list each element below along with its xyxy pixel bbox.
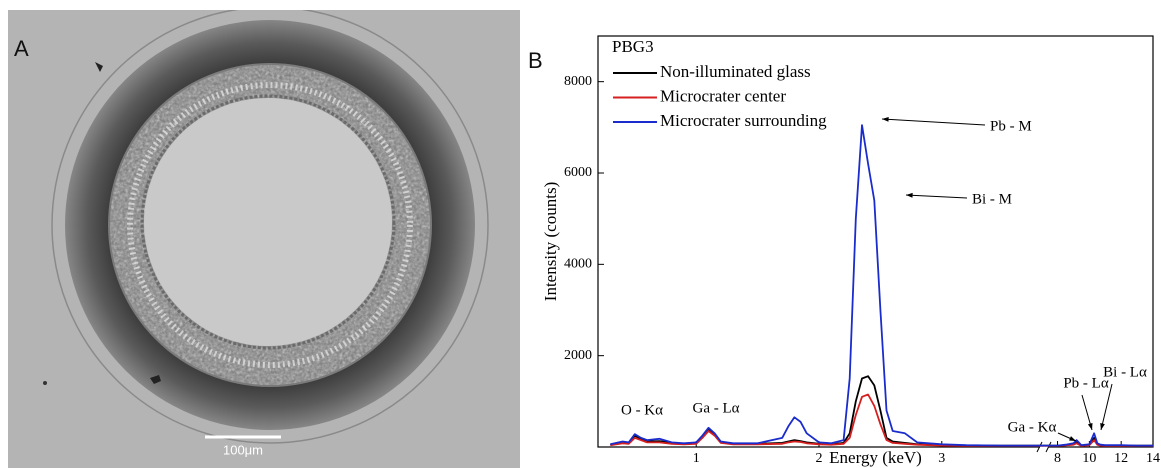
x-tick-label: 14	[1146, 451, 1160, 466]
y-tick-label: 4000	[564, 257, 592, 272]
x-tick-label: 1	[693, 451, 700, 466]
y-tick-label: 6000	[564, 165, 592, 180]
axis-break	[1036, 441, 1043, 453]
y-tick-label: 8000	[564, 74, 592, 89]
series-line	[610, 393, 1153, 447]
annotation: Bi - Lα	[1103, 364, 1147, 380]
x-tick-label: 2	[816, 451, 823, 466]
annotation: Pb - M	[990, 118, 1032, 134]
annotation-arrow	[881, 118, 986, 126]
annotation: Ga - Kα	[1008, 419, 1057, 435]
annotation-arrowhead	[1087, 423, 1093, 430]
x-tick-label: 12	[1114, 451, 1128, 466]
annotation-arrowhead	[1100, 423, 1105, 430]
annotation-arrow	[1100, 383, 1113, 431]
annotation-arrowhead	[906, 192, 913, 198]
x-tick-label: 3	[938, 451, 945, 466]
panel-label: B	[528, 48, 543, 73]
legend-title: PBG3	[612, 37, 654, 56]
y-tick-label: 2000	[564, 348, 592, 363]
micrograph	[8, 10, 520, 468]
legend-label: Microcrater center	[660, 86, 786, 105]
axis-break	[1045, 441, 1052, 453]
annotation: Bi - M	[972, 191, 1012, 207]
x-axis-label: Energy (keV)	[829, 448, 922, 467]
y-axis-label: Intensity (counts)	[541, 182, 560, 301]
legend-label: Non-illuminated glass	[660, 62, 811, 81]
legend-label: Microcrater surrounding	[660, 111, 827, 130]
series-line	[610, 124, 1153, 447]
plot-frame	[597, 35, 1154, 448]
annotation-arrowhead	[1069, 436, 1076, 441]
x-tick-label: 10	[1082, 451, 1096, 466]
scale-bar-label: 100μm	[223, 442, 263, 457]
annotation-arrowhead	[882, 116, 889, 122]
axis-break	[1040, 444, 1048, 450]
annotation: O - Kα	[621, 402, 663, 418]
x-tick-label: 8	[1054, 451, 1061, 466]
panel-label: A	[14, 36, 29, 61]
annotation-arrow	[905, 194, 968, 199]
annotation: Pb - Lα	[1063, 375, 1109, 391]
annotation: Ga - Lα	[692, 400, 739, 416]
